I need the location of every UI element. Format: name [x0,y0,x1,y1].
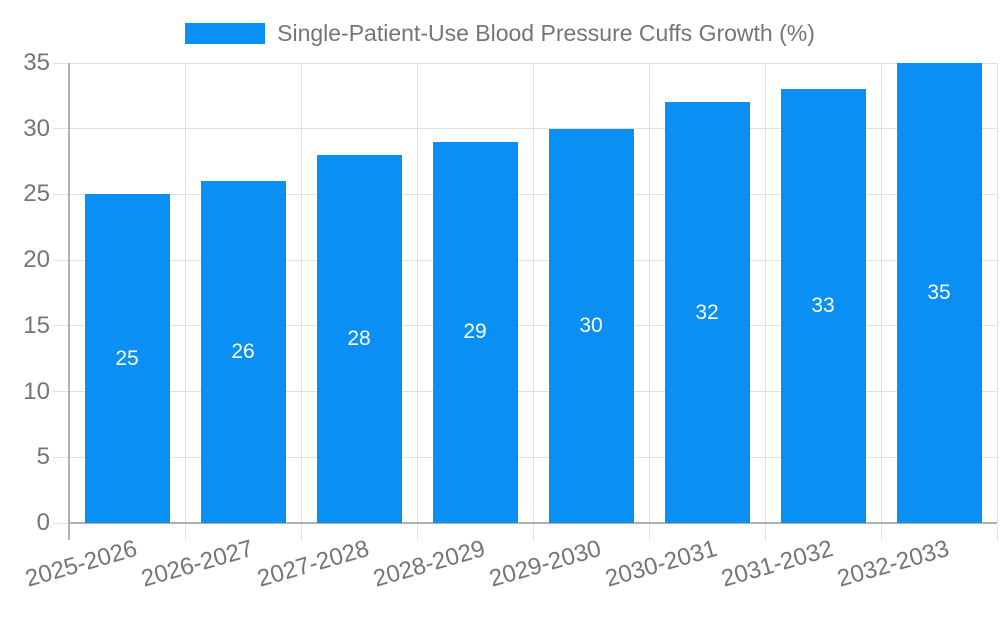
y-gridline [53,325,997,327]
bar-value-label: 32 [695,300,719,324]
bar-2028-2029 [432,141,518,523]
bar-2026-2027 [200,181,286,523]
y-axis-tick-label: 5 [36,443,50,471]
y-axis-tick-label: 15 [23,311,50,339]
legend[interactable]: Single-Patient-Use Blood Pressure Cuffs … [0,20,1000,46]
x-axis-tick [648,524,650,540]
bar-2027-2028 [316,155,402,523]
x-axis-tick [532,524,534,540]
bar-value-label: 28 [347,327,371,350]
x-axis-tick [764,524,766,540]
x-gridline [648,63,650,523]
x-axis-tick [184,524,186,540]
x-gridline [880,63,882,523]
y-axis-tick-label: 35 [23,49,50,76]
x-axis-tick [416,524,418,540]
plot-area: 0 5 10 15 20 25 30 35 25 2025-2026 26 2026-2027 28 20… [22,49,998,593]
x-gridline [764,63,766,523]
x-gridline [416,63,418,523]
y-gridline [53,128,997,130]
y-axis-line [68,63,70,540]
bar-2030-2031 [664,102,750,523]
y-axis-tick-label: 0 [36,509,50,536]
y-gridline [53,193,997,195]
bar-2032-2033 [896,63,982,523]
x-gridline [996,63,998,523]
bar-value-label: 26 [231,340,255,364]
bar-value-label: 25 [115,346,139,370]
x-gridline [532,63,534,523]
bar-value-label: 29 [463,320,487,344]
x-axis-tick [880,524,882,540]
x-axis-line [69,522,997,524]
bar-value-label: 30 [579,313,603,337]
y-axis-tick-label: 25 [23,180,50,208]
y-axis-tick-label: 10 [23,377,50,405]
y-axis-tick-label: 30 [23,114,50,142]
y-axis-tick-label: 20 [23,246,50,274]
bar-2031-2032 [780,89,866,523]
y-gridline [53,456,997,458]
bar-value-label: 35 [927,281,951,304]
bar-2029-2030 [548,128,634,523]
x-gridline [184,63,186,523]
x-axis-tick [300,524,302,540]
y-gridline [53,391,997,393]
bar-value-label: 33 [811,294,835,318]
y-gridline [53,259,997,261]
x-gridline [300,63,302,523]
bar-2025-2026 [84,194,170,523]
legend-swatch [185,22,266,44]
y-gridline [53,62,997,64]
legend-label: Single-Patient-Use Blood Pressure Cuffs … [277,19,815,46]
x-axis-tick [996,524,998,540]
